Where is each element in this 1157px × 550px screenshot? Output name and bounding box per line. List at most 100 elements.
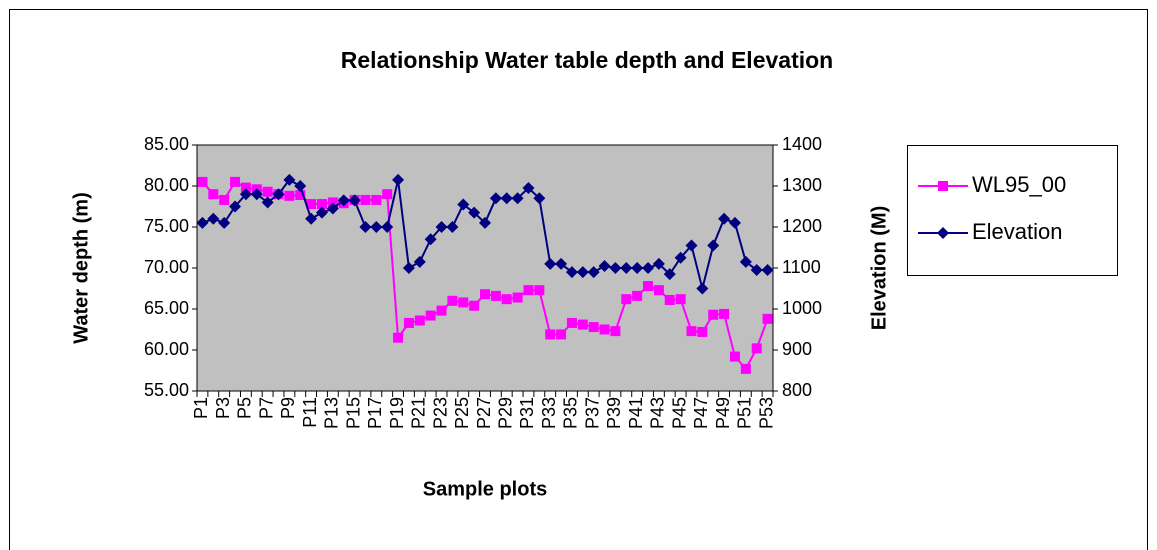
data-point — [283, 173, 296, 186]
data-point — [306, 199, 317, 210]
data-point — [425, 310, 436, 321]
data-point — [382, 189, 393, 200]
data-point — [207, 212, 220, 225]
data-point — [218, 216, 231, 229]
data-point — [337, 194, 350, 207]
data-point — [196, 216, 209, 229]
data-point — [446, 221, 459, 233]
data-point — [750, 264, 763, 277]
data-point — [565, 266, 578, 279]
data-point — [480, 289, 490, 300]
data-point — [686, 326, 697, 337]
data-point — [219, 194, 230, 205]
data-point — [545, 329, 556, 340]
data-point — [413, 255, 426, 268]
data-point — [457, 198, 470, 211]
data-point — [740, 363, 751, 374]
x-tick-label: P51 — [735, 397, 755, 429]
data-point — [642, 262, 655, 274]
data-point — [674, 251, 687, 264]
data-point — [229, 200, 242, 213]
data-point — [533, 192, 546, 205]
data-point — [729, 351, 740, 362]
x-tick-label: P7 — [256, 397, 276, 419]
x-tick-label: P47 — [691, 397, 711, 429]
y-tick-label: 75.00 — [144, 216, 189, 236]
y-axis-title: Water depth (m) — [70, 192, 92, 343]
data-point — [327, 197, 338, 208]
x-tick-label: P39 — [604, 397, 624, 429]
data-point — [610, 326, 621, 337]
data-point — [424, 233, 437, 246]
chart-title: Relationship Water table depth and Eleva… — [341, 47, 833, 73]
y-tick-label: 70.00 — [144, 257, 189, 277]
data-point — [576, 266, 589, 279]
data-point — [512, 292, 523, 303]
data-point — [262, 186, 273, 197]
data-point — [393, 332, 404, 343]
plot-area — [196, 144, 774, 392]
y-tick-label: 60.00 — [144, 339, 189, 359]
x-tick-label: P13 — [322, 397, 342, 429]
data-point — [718, 212, 731, 225]
data-point — [295, 190, 306, 201]
data-point — [566, 317, 577, 328]
data-point — [663, 268, 676, 281]
data-point — [500, 192, 513, 205]
data-point — [728, 216, 741, 229]
data-point — [587, 266, 600, 279]
x-tick-label: P35 — [561, 397, 581, 429]
x-tick-label: P17 — [365, 397, 385, 429]
data-point — [719, 308, 730, 319]
x-tick-label: P9 — [278, 397, 298, 419]
data-point — [414, 315, 425, 326]
data-point — [577, 319, 588, 330]
x-tick-label: P33 — [539, 397, 559, 429]
data-point — [479, 216, 491, 229]
data-point — [685, 239, 698, 252]
data-point — [239, 188, 252, 201]
x-tick-label: P45 — [669, 397, 689, 429]
data-point — [609, 262, 622, 274]
x-tick-label: P29 — [495, 397, 515, 429]
y2-tick-label: 1300 — [782, 175, 822, 195]
data-point — [316, 199, 327, 210]
x-tick-label: P37 — [582, 397, 602, 429]
legend-label: WL95_00 — [972, 172, 1066, 197]
data-point — [447, 295, 458, 306]
legend-box — [907, 145, 1118, 276]
data-point — [359, 221, 372, 233]
data-point — [511, 192, 524, 205]
data-point — [652, 257, 665, 270]
data-point — [675, 294, 686, 305]
legend-label: Elevation — [972, 219, 1063, 244]
data-point — [761, 264, 774, 277]
data-point — [435, 221, 448, 233]
y2-axis-title: Elevation (M) — [868, 206, 890, 330]
data-point — [197, 176, 208, 187]
x-tick-label: P31 — [517, 397, 537, 429]
data-point — [468, 206, 481, 219]
x-tick-label: P27 — [474, 397, 494, 429]
data-point — [556, 329, 567, 340]
data-point — [696, 282, 709, 295]
x-tick-label: P43 — [648, 397, 668, 429]
data-point — [631, 262, 644, 274]
data-point — [751, 343, 762, 354]
data-point — [348, 194, 361, 207]
data-point — [697, 326, 708, 337]
data-point — [208, 189, 219, 200]
x-tick-label: P5 — [235, 397, 255, 419]
data-point — [522, 182, 535, 195]
data-point — [544, 257, 557, 270]
data-point — [707, 239, 720, 252]
data-point — [315, 206, 328, 219]
y2-tick-label: 1100 — [782, 257, 821, 277]
legend-marker — [937, 227, 949, 239]
data-point — [555, 257, 568, 270]
data-point — [230, 176, 241, 187]
x-tick-label: P53 — [756, 397, 776, 429]
data-point — [490, 290, 501, 301]
y2-tick-label: 900 — [782, 339, 812, 359]
